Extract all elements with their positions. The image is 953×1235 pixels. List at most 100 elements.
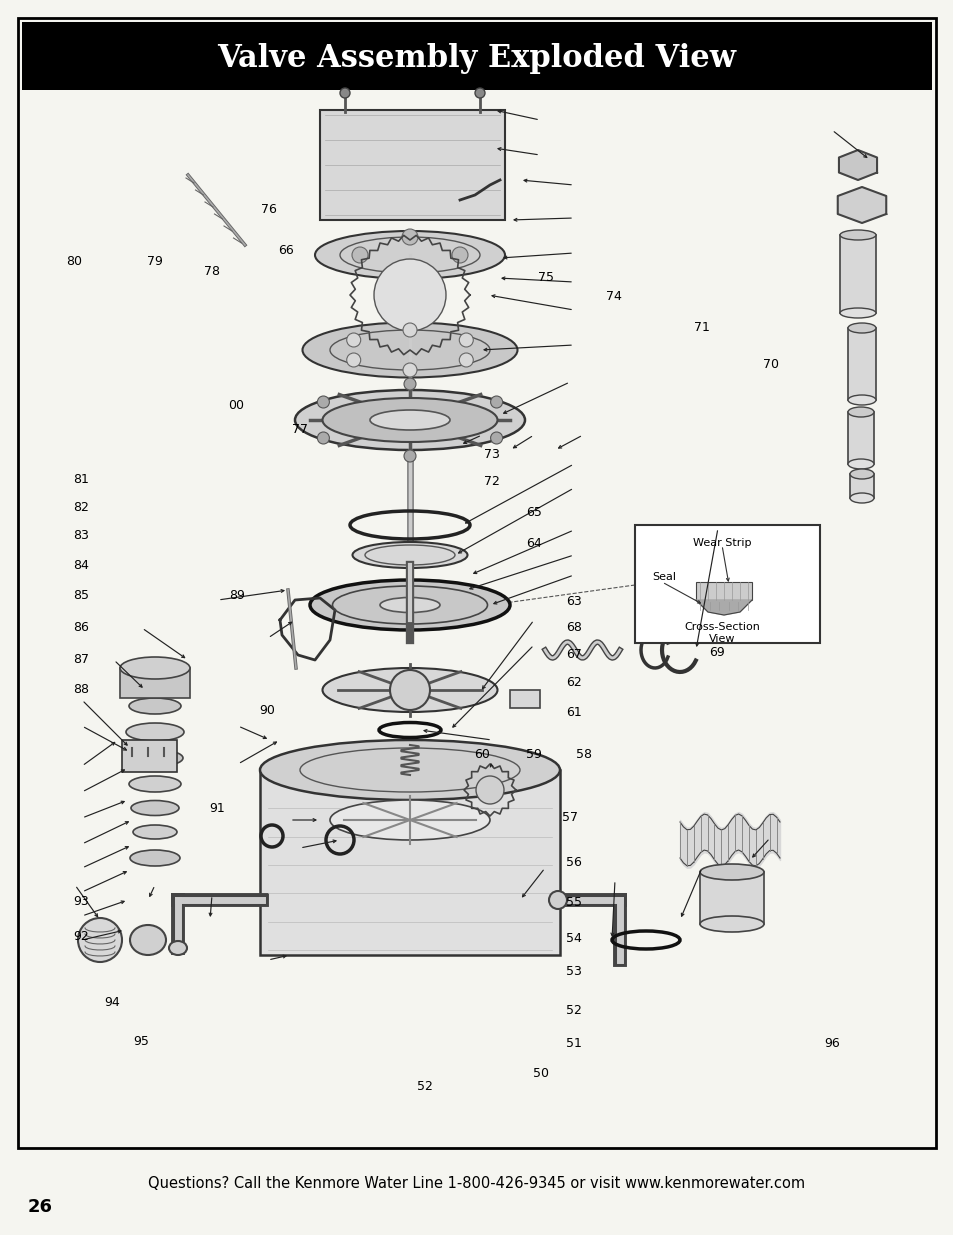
Text: 72: 72 bbox=[484, 475, 499, 488]
Text: 52: 52 bbox=[416, 1081, 432, 1093]
Text: 83: 83 bbox=[73, 530, 89, 542]
Bar bbox=[122, 740, 177, 772]
Text: 84: 84 bbox=[73, 559, 89, 572]
Text: 64: 64 bbox=[526, 537, 541, 550]
Ellipse shape bbox=[840, 230, 875, 240]
Bar bbox=[260, 769, 559, 955]
Circle shape bbox=[352, 247, 368, 263]
Text: Valve Assembly Exploded View: Valve Assembly Exploded View bbox=[217, 42, 736, 74]
Bar bbox=[696, 582, 751, 600]
Circle shape bbox=[402, 324, 416, 337]
Text: 78: 78 bbox=[204, 266, 219, 278]
Text: 69: 69 bbox=[709, 646, 724, 658]
Text: 67: 67 bbox=[566, 648, 581, 661]
Text: View: View bbox=[708, 634, 735, 643]
Ellipse shape bbox=[849, 493, 873, 503]
Text: 89: 89 bbox=[229, 589, 244, 601]
Text: 85: 85 bbox=[73, 589, 89, 601]
Circle shape bbox=[346, 333, 360, 347]
Ellipse shape bbox=[131, 800, 179, 815]
Text: 94: 94 bbox=[105, 997, 120, 1009]
Bar bbox=[840, 235, 875, 312]
Text: 65: 65 bbox=[526, 506, 541, 519]
Text: 86: 86 bbox=[73, 621, 89, 634]
Text: 88: 88 bbox=[73, 683, 89, 695]
Text: Wear Strip: Wear Strip bbox=[692, 538, 750, 548]
Ellipse shape bbox=[132, 825, 177, 839]
Ellipse shape bbox=[129, 776, 181, 792]
Ellipse shape bbox=[130, 925, 166, 955]
Polygon shape bbox=[838, 149, 876, 180]
Text: 74: 74 bbox=[606, 290, 621, 303]
Text: 70: 70 bbox=[762, 358, 778, 370]
Ellipse shape bbox=[847, 459, 873, 469]
Bar bbox=[120, 668, 190, 698]
Circle shape bbox=[458, 353, 473, 367]
Ellipse shape bbox=[849, 469, 873, 479]
Ellipse shape bbox=[129, 698, 181, 714]
Circle shape bbox=[403, 378, 416, 390]
Circle shape bbox=[78, 918, 122, 962]
Polygon shape bbox=[837, 186, 885, 224]
Polygon shape bbox=[696, 600, 751, 615]
Ellipse shape bbox=[330, 800, 490, 840]
Text: 51: 51 bbox=[566, 1037, 581, 1050]
Circle shape bbox=[374, 259, 446, 331]
Circle shape bbox=[339, 88, 350, 98]
Bar bbox=[22, 22, 931, 90]
Text: 54: 54 bbox=[566, 932, 581, 945]
Circle shape bbox=[476, 776, 503, 804]
Ellipse shape bbox=[370, 410, 450, 430]
Ellipse shape bbox=[126, 722, 184, 741]
Ellipse shape bbox=[322, 668, 497, 713]
Text: 00: 00 bbox=[229, 399, 244, 411]
Text: 81: 81 bbox=[73, 473, 89, 485]
Ellipse shape bbox=[314, 231, 504, 279]
Circle shape bbox=[390, 671, 430, 710]
Bar bbox=[635, 525, 820, 643]
Text: 26: 26 bbox=[28, 1198, 53, 1216]
Circle shape bbox=[403, 450, 416, 462]
Ellipse shape bbox=[352, 542, 467, 568]
Circle shape bbox=[402, 363, 416, 377]
Circle shape bbox=[475, 88, 484, 98]
Text: 82: 82 bbox=[73, 501, 89, 514]
Circle shape bbox=[401, 266, 417, 282]
Circle shape bbox=[458, 333, 473, 347]
Text: 76: 76 bbox=[261, 204, 276, 216]
Bar bbox=[700, 872, 763, 924]
Text: 57: 57 bbox=[562, 811, 578, 824]
Ellipse shape bbox=[310, 580, 510, 630]
Text: 63: 63 bbox=[566, 595, 581, 608]
Text: 91: 91 bbox=[210, 803, 225, 815]
Text: 55: 55 bbox=[566, 897, 581, 909]
Text: 61: 61 bbox=[566, 706, 581, 719]
Text: Seal: Seal bbox=[651, 572, 676, 582]
Text: 77: 77 bbox=[292, 424, 307, 436]
Ellipse shape bbox=[379, 598, 439, 613]
Ellipse shape bbox=[700, 864, 763, 881]
Text: Cross-Section: Cross-Section bbox=[683, 622, 760, 632]
Text: 62: 62 bbox=[566, 677, 581, 689]
Ellipse shape bbox=[302, 322, 517, 378]
Ellipse shape bbox=[847, 408, 873, 417]
Text: 71: 71 bbox=[694, 321, 709, 333]
Text: 68: 68 bbox=[566, 621, 581, 634]
Text: 60: 60 bbox=[474, 748, 489, 761]
Text: 92: 92 bbox=[73, 930, 89, 942]
Text: 80: 80 bbox=[67, 256, 82, 268]
Circle shape bbox=[346, 353, 360, 367]
Text: 53: 53 bbox=[566, 966, 581, 978]
Text: Questions? Call the Kenmore Water Line 1-800-426-9345 or visit www.kenmorewater.: Questions? Call the Kenmore Water Line 1… bbox=[149, 1176, 804, 1191]
Text: 93: 93 bbox=[73, 895, 89, 908]
Ellipse shape bbox=[322, 398, 497, 442]
Ellipse shape bbox=[840, 308, 875, 317]
Ellipse shape bbox=[700, 916, 763, 932]
Text: 59: 59 bbox=[526, 748, 541, 761]
Ellipse shape bbox=[548, 890, 566, 909]
Circle shape bbox=[317, 396, 329, 408]
Text: 73: 73 bbox=[484, 448, 499, 461]
Ellipse shape bbox=[130, 850, 180, 866]
Bar bbox=[847, 329, 875, 400]
Text: 50: 50 bbox=[533, 1067, 548, 1079]
